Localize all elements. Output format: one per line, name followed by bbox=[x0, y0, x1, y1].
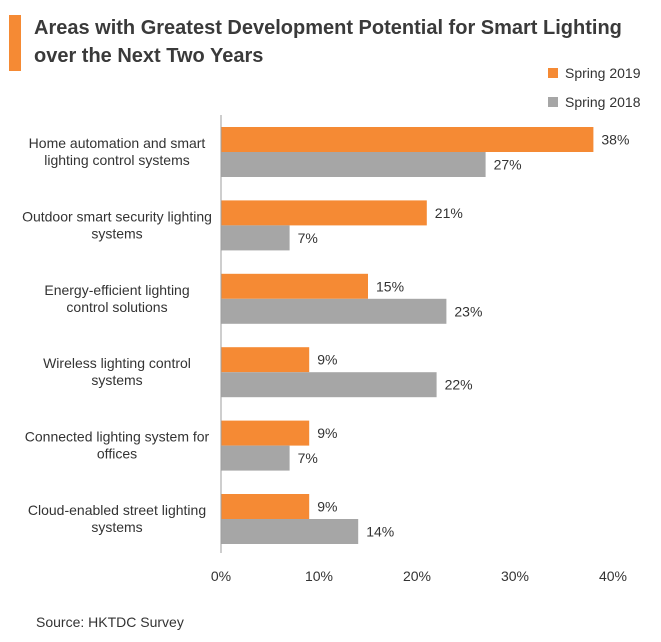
chart-title: Areas with Greatest Development Potentia… bbox=[34, 17, 622, 67]
category-label: Home automation and smart bbox=[29, 135, 206, 151]
data-label: 27% bbox=[494, 157, 522, 173]
data-label: 7% bbox=[298, 450, 318, 466]
category-label: Energy-efficient lighting bbox=[44, 282, 189, 298]
legend-swatch-spring-2019 bbox=[548, 68, 558, 78]
data-label: 9% bbox=[317, 499, 337, 515]
bar bbox=[221, 347, 310, 373]
data-label: 9% bbox=[317, 425, 337, 441]
bar bbox=[221, 372, 437, 398]
category-label: control solutions bbox=[66, 299, 167, 315]
bar bbox=[221, 200, 427, 226]
data-label: 38% bbox=[601, 132, 629, 148]
legend-label: Spring 2018 bbox=[565, 94, 641, 110]
bar bbox=[221, 152, 486, 177]
x-tick-label: 10% bbox=[305, 568, 333, 584]
category-label: systems bbox=[91, 372, 142, 388]
data-label: 14% bbox=[366, 524, 394, 540]
category-label: Cloud-enabled street lighting bbox=[28, 502, 206, 518]
bar bbox=[221, 127, 594, 152]
bar bbox=[221, 445, 290, 471]
x-tick-label: 30% bbox=[501, 568, 529, 584]
bar bbox=[221, 519, 359, 544]
data-label: 22% bbox=[445, 377, 473, 393]
data-label: 15% bbox=[376, 278, 404, 294]
category-label: offices bbox=[97, 446, 137, 462]
bar bbox=[221, 225, 290, 251]
x-tick-label: 20% bbox=[403, 568, 431, 584]
category-label: lighting control systems bbox=[44, 152, 190, 168]
bar bbox=[221, 420, 310, 446]
category-label: systems bbox=[91, 225, 142, 241]
x-tick-label: 0% bbox=[211, 568, 231, 584]
x-tick-label: 40% bbox=[599, 568, 627, 584]
data-label: 21% bbox=[435, 205, 463, 221]
bar bbox=[221, 494, 310, 519]
bar bbox=[221, 298, 447, 324]
title-accent-bar bbox=[9, 15, 21, 71]
data-label: 7% bbox=[298, 230, 318, 246]
category-label: Wireless lighting control bbox=[43, 355, 191, 371]
data-label: 9% bbox=[317, 352, 337, 368]
legend-swatch-spring-2018 bbox=[548, 97, 558, 107]
category-label: Connected lighting system for bbox=[25, 429, 210, 445]
legend-label: Spring 2019 bbox=[565, 65, 641, 81]
category-label: Outdoor smart security lighting bbox=[22, 208, 212, 224]
category-label: systems bbox=[91, 519, 142, 535]
data-label: 23% bbox=[454, 303, 482, 319]
bar bbox=[221, 273, 368, 299]
source-note: Source: HKTDC Survey bbox=[36, 614, 184, 630]
